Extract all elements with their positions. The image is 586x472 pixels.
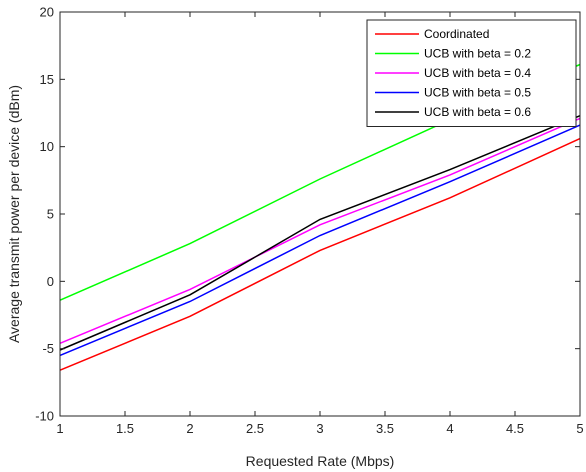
series-line-5 xyxy=(59,115,581,351)
y-tick-label: 15 xyxy=(40,72,54,87)
legend-entry-2: UCB with beta = 0.2 xyxy=(424,47,531,61)
x-tick-label: 3 xyxy=(316,421,323,436)
legend-entry-1: Coordinated xyxy=(424,27,489,41)
x-axis-ticks: 1 1.5 2 2.5 3 3.5 4 4.5 5 xyxy=(56,12,584,436)
x-tick-label: 4.5 xyxy=(506,421,524,436)
y-axis-label: Average transmit power per device (dBm) xyxy=(6,85,22,343)
y-tick-label: 10 xyxy=(40,139,54,154)
legend: Coordinated UCB with beta = 0.2 UCB with b… xyxy=(366,19,577,127)
series-layer xyxy=(59,63,581,371)
x-axis-label: Requested Rate (Mbps) xyxy=(246,453,395,469)
x-tick-label: 2 xyxy=(186,421,193,436)
x-tick-label: 4 xyxy=(446,421,453,436)
y-tick-label: 20 xyxy=(40,5,54,20)
x-tick-label: 1 xyxy=(56,421,63,436)
legend-entry-5: UCB with beta = 0.6 xyxy=(424,105,531,119)
x-tick-label: 3.5 xyxy=(376,421,394,436)
y-tick-label: -5 xyxy=(42,341,54,356)
x-tick-label: 1.5 xyxy=(116,421,134,436)
x-tick-label: 2.5 xyxy=(246,421,264,436)
x-tick-label: 5 xyxy=(576,421,583,436)
series-line-3 xyxy=(59,117,581,344)
y-tick-label: -10 xyxy=(35,409,54,424)
y-tick-label: 5 xyxy=(47,207,54,222)
series-line-4 xyxy=(59,124,581,357)
series-line-1 xyxy=(59,137,581,371)
legend-entry-3: UCB with beta = 0.4 xyxy=(424,66,531,80)
y-tick-label: 0 xyxy=(47,274,54,289)
y-axis-ticks: -10 -5 0 5 10 15 20 xyxy=(35,5,580,424)
legend-entry-4: UCB with beta = 0.5 xyxy=(424,86,531,100)
